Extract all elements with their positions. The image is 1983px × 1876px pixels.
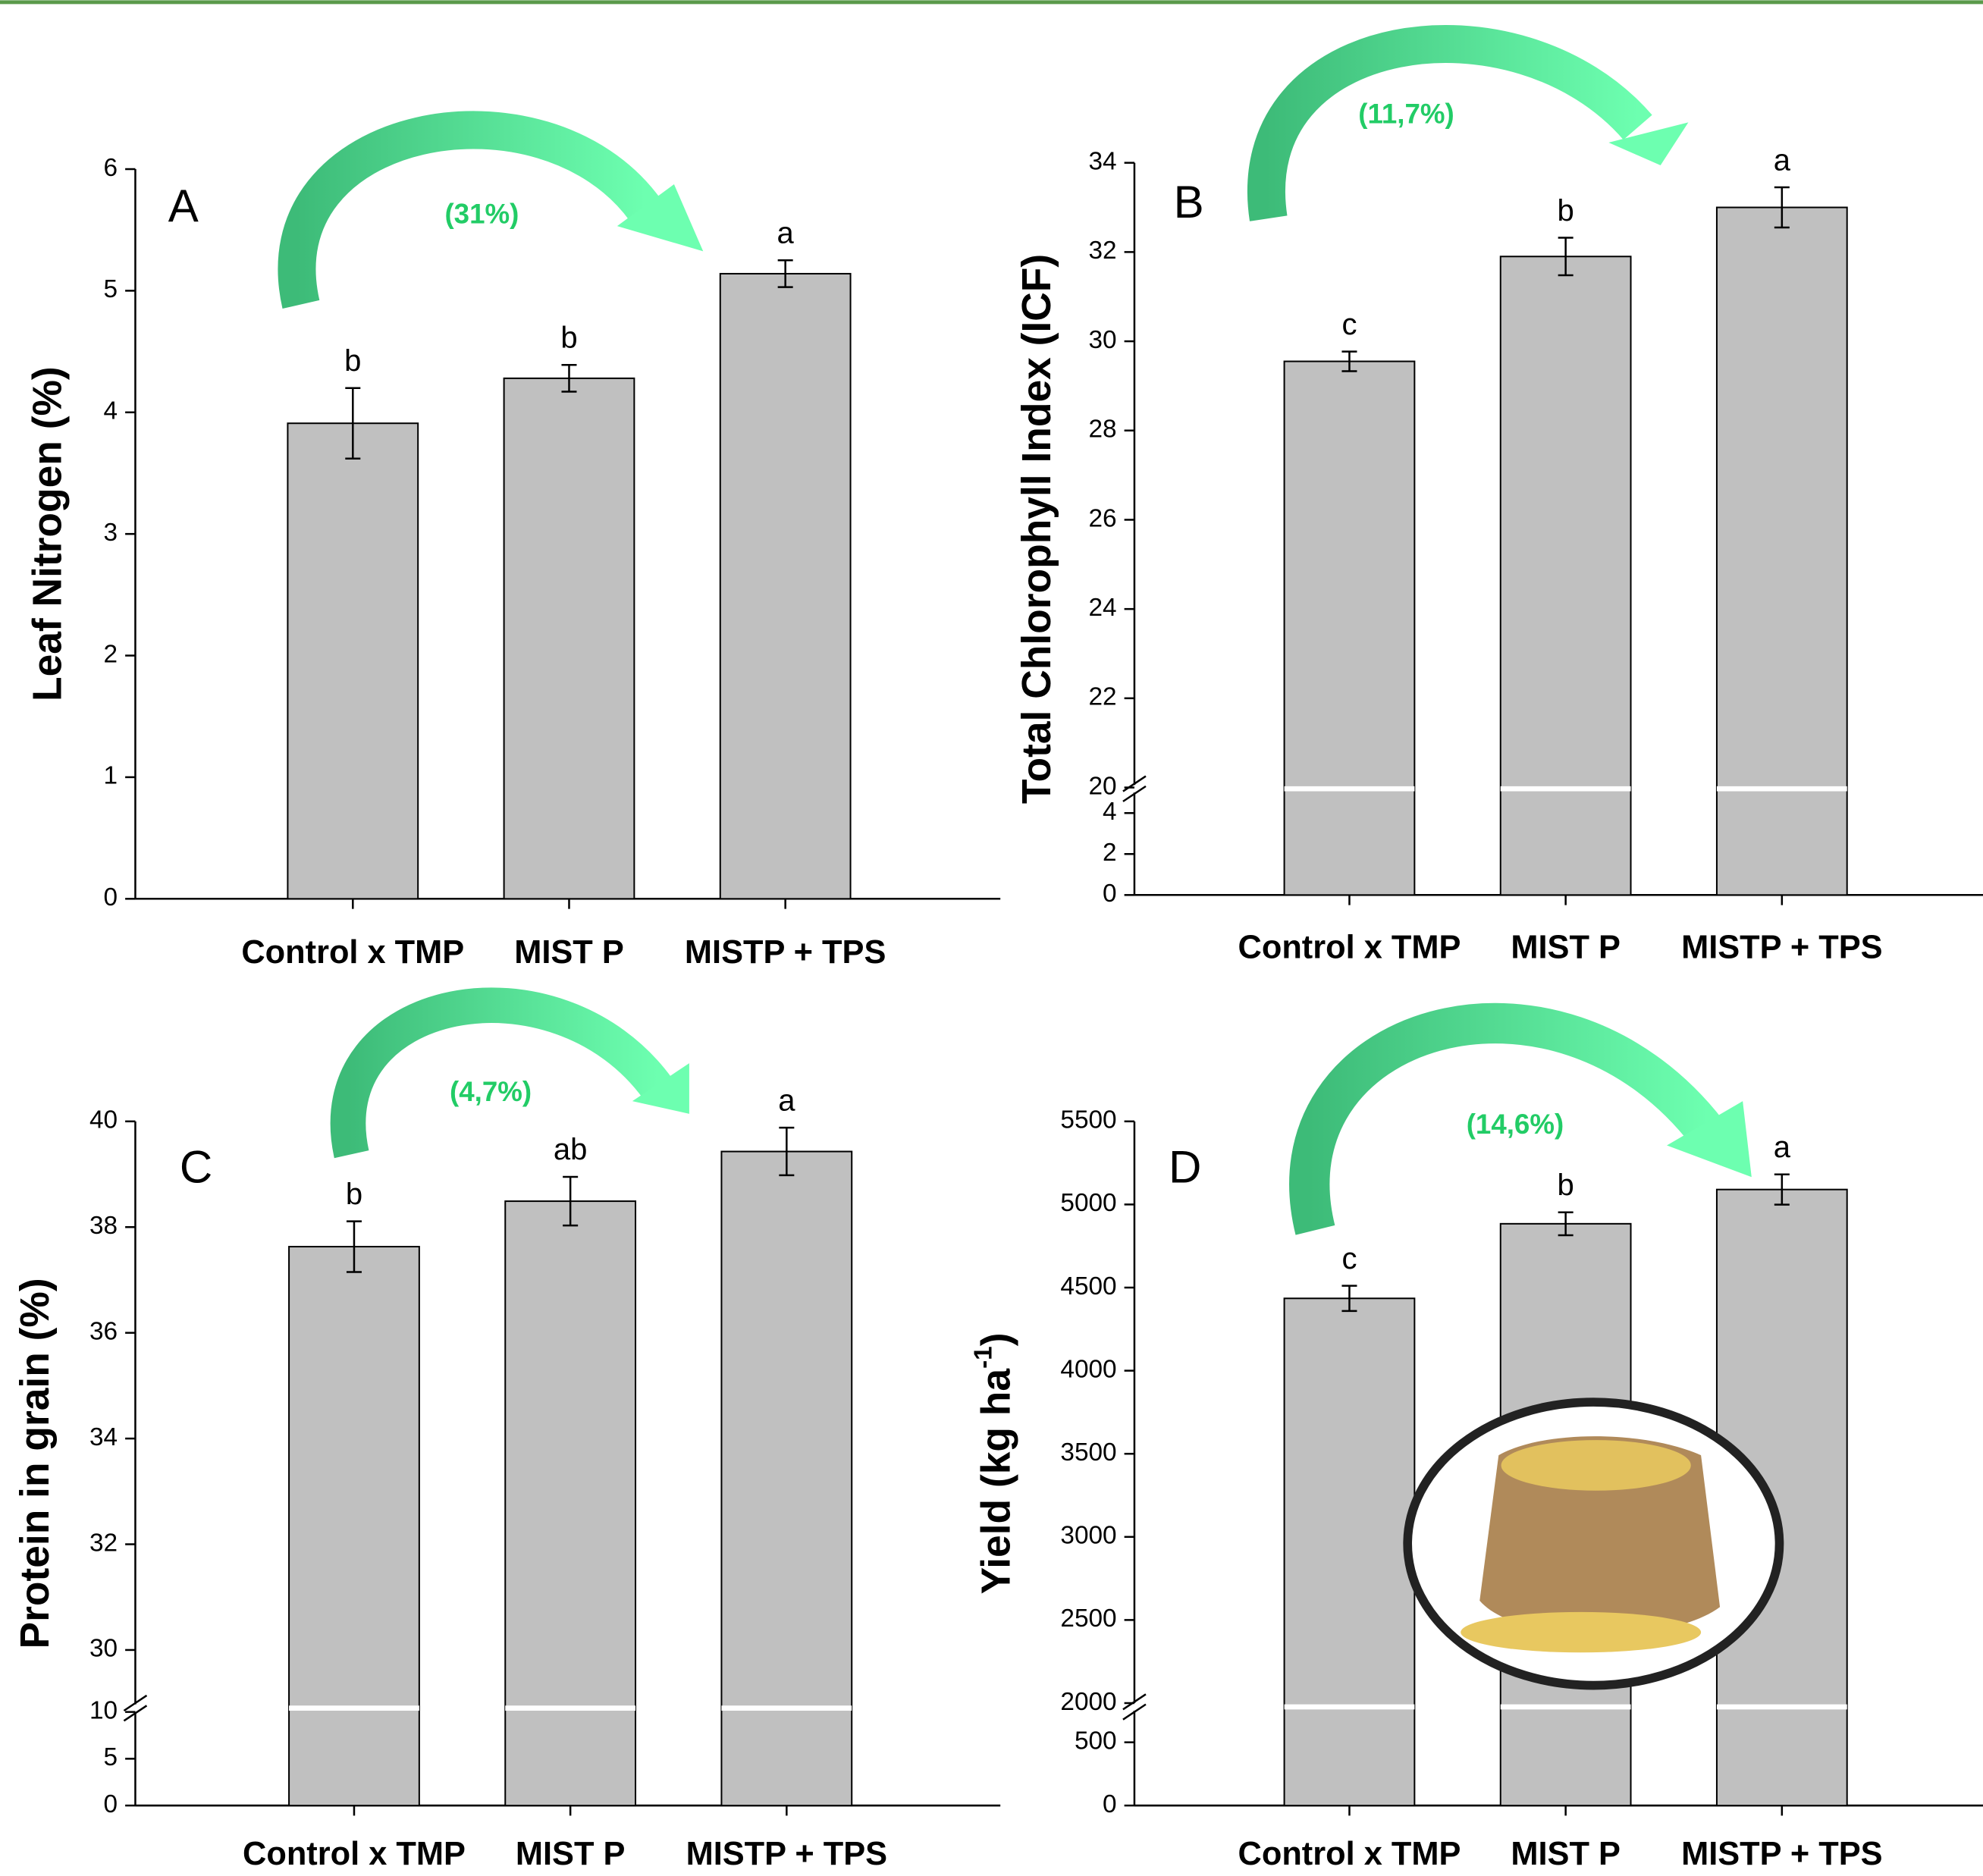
significance-letter: b xyxy=(344,344,361,378)
x-tick-label: MISTP + TPS xyxy=(686,1836,887,1872)
y-tick-label: 40 xyxy=(89,1106,118,1134)
soybean-bag-image xyxy=(1407,1402,1779,1686)
significance-letter: a xyxy=(1774,143,1791,177)
y-tick-label: 3500 xyxy=(1060,1438,1116,1467)
significance-letter: b xyxy=(1558,194,1574,227)
y-tick-label: 32 xyxy=(89,1529,118,1557)
y-tick-label: 20 xyxy=(1089,772,1117,800)
y-tick-label: 2 xyxy=(1103,839,1117,867)
bar xyxy=(504,378,635,899)
y-axis-title-suffix: ) xyxy=(974,1332,1019,1346)
x-tick-label: Control x TMP xyxy=(1238,929,1461,965)
y-axis-title: Yield (kg ha-1) xyxy=(970,1332,1019,1594)
y-tick-label: 0 xyxy=(1103,1790,1117,1818)
y-tick-label: 1 xyxy=(104,762,118,790)
y-tick-label: 3000 xyxy=(1060,1522,1116,1550)
annotation: (11,7%) xyxy=(1358,99,1454,130)
panel-label: B xyxy=(1174,177,1204,227)
y-axis-title: Total Chlorophyll Index (ICF) xyxy=(1015,254,1059,804)
significance-letter: a xyxy=(1774,1131,1791,1164)
y-tick-label: 0 xyxy=(104,883,118,911)
bar xyxy=(720,274,851,899)
significance-letter: c xyxy=(1341,308,1357,341)
significance-letter: b xyxy=(1558,1169,1574,1202)
bar xyxy=(505,1201,635,1805)
y-tick-label: 4 xyxy=(1103,798,1117,826)
significance-letter: a xyxy=(778,1084,795,1117)
y-tick-label: 5 xyxy=(104,275,118,303)
significance-letter: b xyxy=(346,1178,362,1211)
bar xyxy=(1501,256,1631,895)
y-tick-label: 0 xyxy=(104,1790,118,1818)
bar xyxy=(1285,362,1415,896)
y-axis-title-text: Leaf Nitrogen (%) xyxy=(26,366,71,701)
y-tick-label: 30 xyxy=(1089,326,1117,354)
x-tick-label: MISTP + TPS xyxy=(1681,1836,1882,1872)
y-tick-label: 22 xyxy=(1089,683,1117,711)
y-tick-label: 34 xyxy=(1089,147,1117,175)
y-tick-label: 3 xyxy=(104,519,118,547)
significance-letter: ab xyxy=(554,1133,588,1166)
y-tick-label: 34 xyxy=(89,1423,118,1451)
y-tick-label: 38 xyxy=(89,1212,118,1240)
y-tick-label: 30 xyxy=(89,1635,118,1663)
y-tick-label: 26 xyxy=(1089,504,1117,532)
x-tick-label: MISTP + TPS xyxy=(685,934,886,971)
y-tick-label: 2 xyxy=(104,640,118,668)
y-axis-title: Leaf Nitrogen (%) xyxy=(26,366,71,701)
y-axis-title-text: Protein in grain (%) xyxy=(13,1278,58,1649)
x-tick-label: Control x TMP xyxy=(241,934,464,971)
y-tick-label: 5000 xyxy=(1060,1189,1116,1217)
panel-label: A xyxy=(168,180,199,231)
y-axis-title-superscript: -1 xyxy=(970,1346,998,1369)
x-tick-label: MIST P xyxy=(514,934,624,971)
x-tick-label: MIST P xyxy=(1511,929,1621,965)
figure: 0123456bControl x TMPbMIST PaMISTP + TPS… xyxy=(0,0,1983,1876)
bar xyxy=(287,423,418,899)
y-tick-label: 0 xyxy=(1103,880,1117,908)
y-tick-label: 2000 xyxy=(1060,1688,1116,1716)
y-tick-label: 24 xyxy=(1089,594,1117,622)
annotation: (31%) xyxy=(444,198,519,229)
significance-letter: c xyxy=(1341,1242,1357,1275)
y-tick-label: 6 xyxy=(104,154,118,182)
bar xyxy=(1285,1298,1415,1805)
y-tick-label: 10 xyxy=(89,1696,118,1724)
bar xyxy=(1717,208,1847,896)
significance-letter: b xyxy=(560,321,577,354)
y-axis-title-text: Yield (kg ha xyxy=(974,1368,1019,1595)
y-tick-label: 500 xyxy=(1075,1727,1117,1755)
x-tick-label: MIST P xyxy=(1511,1836,1621,1872)
panel-label: C xyxy=(180,1142,212,1193)
significance-letter: a xyxy=(777,217,795,250)
y-tick-label: 4000 xyxy=(1060,1355,1116,1383)
x-tick-label: MISTP + TPS xyxy=(1681,929,1882,965)
y-tick-label: 2500 xyxy=(1060,1605,1116,1633)
x-tick-label: MIST P xyxy=(516,1836,626,1872)
y-tick-label: 4 xyxy=(104,397,118,425)
x-tick-label: Control x TMP xyxy=(243,1836,466,1872)
y-tick-label: 28 xyxy=(1089,416,1117,444)
y-axis-title-text: Total Chlorophyll Index (ICF) xyxy=(1015,254,1059,804)
x-tick-label: Control x TMP xyxy=(1238,1836,1461,1872)
y-tick-label: 4500 xyxy=(1060,1272,1116,1300)
y-axis-title: Protein in grain (%) xyxy=(13,1278,58,1649)
panel-label: D xyxy=(1169,1142,1201,1193)
y-tick-label: 32 xyxy=(1089,237,1117,265)
y-tick-label: 5500 xyxy=(1060,1106,1116,1134)
annotation: (14,6%) xyxy=(1467,1109,1564,1140)
y-tick-label: 36 xyxy=(89,1317,118,1345)
bar xyxy=(289,1247,419,1805)
annotation: (4,7%) xyxy=(450,1076,532,1107)
y-tick-label: 5 xyxy=(104,1743,118,1771)
